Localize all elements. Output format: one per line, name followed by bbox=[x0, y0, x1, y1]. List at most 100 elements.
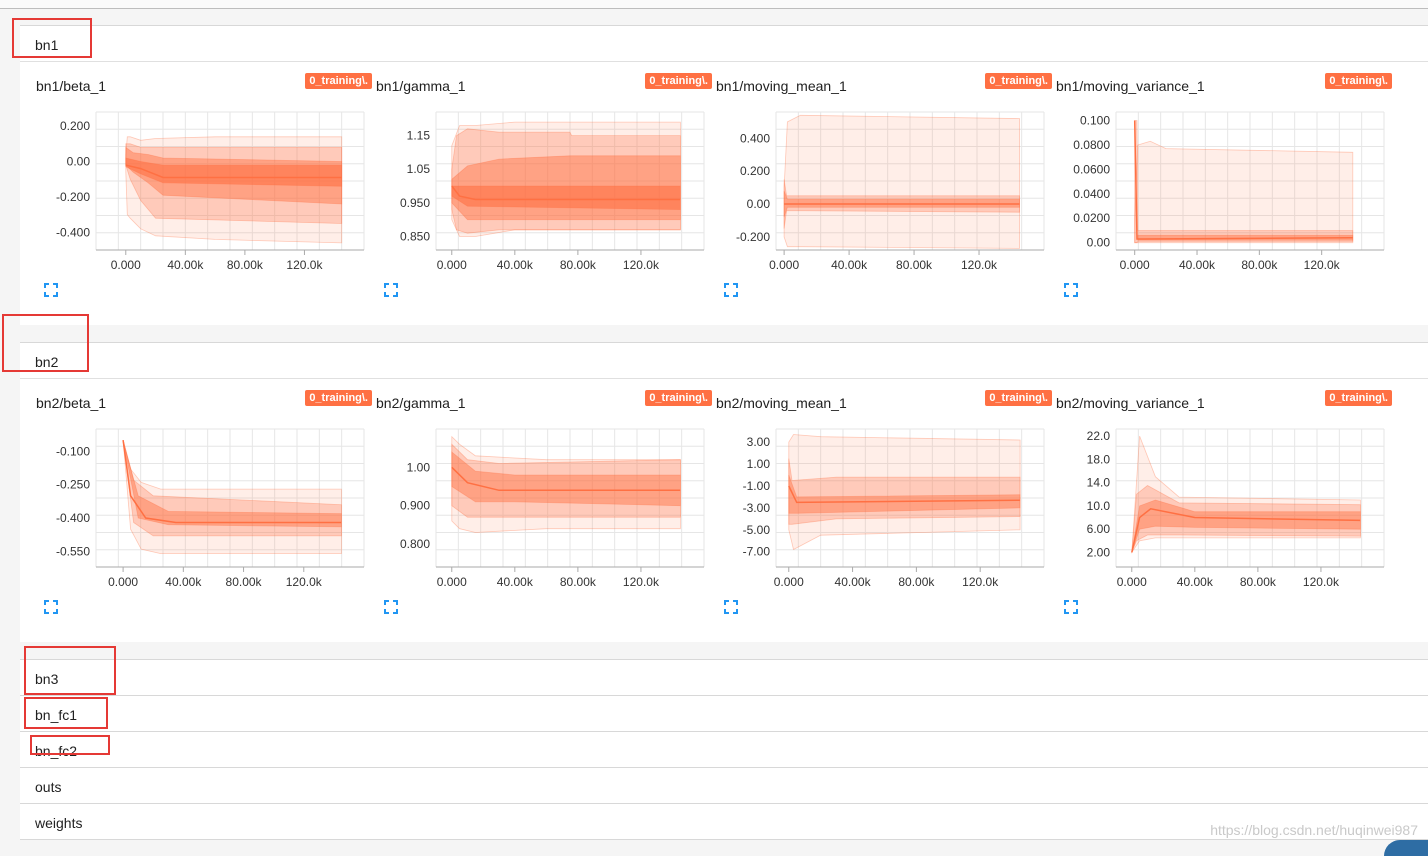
x-tick-label: 40.00k bbox=[1179, 258, 1216, 272]
y-tick-label: 0.00 bbox=[1087, 236, 1111, 250]
x-tick-label: 80.00k bbox=[896, 258, 933, 272]
distribution-band bbox=[451, 451, 681, 507]
y-tick-label: -1.00 bbox=[743, 479, 771, 493]
section-header-bn-fc2[interactable]: bn_fc2 bbox=[20, 732, 1428, 768]
chart-svg: 1.00 0.900 0.800 0.000 40.00k 80.00k 120.0k bbox=[400, 428, 705, 589]
y-tick-label: 14.0 bbox=[1087, 476, 1111, 490]
distribution-chart[interactable]: 1.00 0.900 0.800 0.000 40.00k 80.00k 120.0k bbox=[376, 421, 712, 604]
expand-icon[interactable] bbox=[724, 600, 738, 614]
distribution-chart[interactable]: 0.200 0.00 -0.200 -0.400 0.000 40.00k 80.00k 12… bbox=[36, 104, 372, 287]
distribution-band bbox=[788, 434, 1021, 551]
expand-icon[interactable] bbox=[44, 600, 58, 614]
section-header-bn1[interactable]: bn1 bbox=[20, 26, 1428, 62]
x-tick-label: 40.00k bbox=[1177, 575, 1214, 589]
distribution-band bbox=[122, 439, 342, 528]
distribution-band bbox=[1134, 140, 1354, 244]
x-tick-label: 80.00k bbox=[1241, 258, 1278, 272]
median-line bbox=[125, 164, 342, 179]
chart-card: bn1/gamma_1 0_training\. 1.15 1.05 0.950 0.… bbox=[376, 64, 712, 304]
y-tick-label: 0.950 bbox=[400, 196, 430, 210]
distribution-chart[interactable]: 1.15 1.05 0.950 0.850 0.000 40.00k 80.00k 120.0… bbox=[376, 104, 712, 287]
distribution-band bbox=[1134, 120, 1354, 244]
run-tag: 0_training\. bbox=[645, 390, 712, 406]
y-tick-label: 0.100 bbox=[1080, 114, 1110, 128]
expand-icon[interactable] bbox=[384, 600, 398, 614]
distribution-chart[interactable]: 0.400 0.200 0.00 -0.200 0.000 40.00k 80.00k 120… bbox=[716, 104, 1052, 287]
y-tick-label: 3.00 bbox=[747, 435, 771, 449]
section-title: bn_fc1 bbox=[35, 707, 78, 723]
x-tick-label: 40.00k bbox=[497, 258, 534, 272]
chart-title: bn2/beta_1 bbox=[36, 395, 107, 411]
x-tick-label: 120.0k bbox=[286, 575, 323, 589]
run-tag: 0_training\. bbox=[305, 390, 372, 406]
distribution-band bbox=[788, 474, 1021, 514]
distribution-band bbox=[125, 157, 343, 187]
chart-title: bn2/moving_variance_1 bbox=[1056, 395, 1205, 411]
x-tick-label: 40.00k bbox=[835, 575, 872, 589]
section-header-bn3[interactable]: bn3 bbox=[20, 660, 1428, 696]
chart-card: bn2/gamma_1 0_training\. 1.00 0.900 0.800 0… bbox=[376, 381, 712, 621]
chart-card: bn2/moving_mean_1 0_training\. 3.00 1.00 -… bbox=[716, 381, 1052, 621]
y-tick-label: -0.200 bbox=[56, 190, 90, 204]
distribution-band bbox=[788, 458, 1021, 525]
x-tick-label: 80.00k bbox=[226, 575, 263, 589]
chart-card: bn2/moving_variance_1 0_training\. 22.0 1… bbox=[1056, 381, 1392, 621]
expand-icon[interactable] bbox=[724, 283, 738, 297]
distribution-chart[interactable]: -0.100 -0.250 -0.400 -0.550 0.000 40.00k 80.00… bbox=[36, 421, 372, 604]
y-tick-label: 0.00 bbox=[67, 155, 91, 169]
chart-svg: 0.200 0.00 -0.200 -0.400 0.000 40.00k 80.00k 12… bbox=[56, 111, 365, 272]
y-tick-label: -0.200 bbox=[736, 230, 770, 244]
y-tick-label: 0.0600 bbox=[1073, 162, 1110, 176]
chart-svg: 22.0 18.0 14.0 10.0 6.00 2.00 0.000 40.00k 80.00… bbox=[1087, 428, 1385, 589]
chart-card: bn2/beta_1 0_training\. -0.100 -0.250 -0.4… bbox=[36, 381, 372, 621]
y-tick-label: 0.900 bbox=[400, 499, 430, 513]
section-header-weights[interactable]: weights bbox=[20, 804, 1428, 840]
chart-svg: 1.15 1.05 0.950 0.850 0.000 40.00k 80.00k 120.0… bbox=[400, 111, 705, 272]
x-tick-label: 0.000 bbox=[1117, 575, 1147, 589]
expand-icon[interactable] bbox=[44, 283, 58, 297]
y-tick-label: 0.800 bbox=[400, 537, 430, 551]
distribution-band bbox=[451, 435, 681, 533]
distribution-chart[interactable]: 22.0 18.0 14.0 10.0 6.00 2.00 0.000 40.00k 80.00… bbox=[1056, 421, 1392, 604]
distribution-band bbox=[122, 439, 342, 555]
median-line bbox=[122, 439, 342, 524]
x-tick-label: 80.00k bbox=[560, 575, 597, 589]
chart-card: bn1/moving_mean_1 0_training\. 0.400 0.20… bbox=[716, 64, 1052, 304]
y-tick-label: 0.00 bbox=[747, 197, 771, 211]
x-tick-label: 120.0k bbox=[286, 258, 323, 272]
median-line bbox=[1131, 507, 1361, 553]
distribution-band bbox=[451, 443, 681, 518]
x-tick-label: 40.00k bbox=[497, 575, 534, 589]
expand-icon[interactable] bbox=[1064, 600, 1078, 614]
chart-title: bn2/gamma_1 bbox=[376, 395, 466, 411]
median-line bbox=[451, 185, 681, 201]
x-tick-label: 120.0k bbox=[961, 258, 998, 272]
chart-title: bn1/moving_mean_1 bbox=[716, 78, 847, 94]
section-bn1: bn1 bn1/beta_1 0_training\. 0.200 0.00 -0.… bbox=[20, 25, 1428, 325]
y-tick-label: -0.250 bbox=[56, 478, 90, 492]
chart-title: bn2/moving_mean_1 bbox=[716, 395, 847, 411]
y-tick-label: 2.00 bbox=[1087, 545, 1111, 559]
top-toolbar bbox=[0, 0, 1428, 9]
x-tick-label: 40.00k bbox=[831, 258, 868, 272]
distribution-band bbox=[122, 439, 342, 537]
chart-card: bn1/moving_variance_1 0_training\. 0.100… bbox=[1056, 64, 1392, 304]
section-header-outs[interactable]: outs bbox=[20, 768, 1428, 804]
x-tick-label: 80.00k bbox=[560, 258, 597, 272]
section-header-bn-fc1[interactable]: bn_fc1 bbox=[20, 696, 1428, 732]
section-title: weights bbox=[35, 815, 83, 831]
section-bn3: bn3 bbox=[20, 659, 1428, 696]
expand-icon[interactable] bbox=[384, 283, 398, 297]
x-tick-label: 0.000 bbox=[108, 575, 138, 589]
y-tick-label: 1.00 bbox=[747, 457, 771, 471]
section-header-bn2[interactable]: bn2 bbox=[20, 343, 1428, 379]
section-title: bn_fc2 bbox=[35, 743, 78, 759]
chart-svg: 0.100 0.0800 0.0600 0.0400 0.0200 0.00 0.000 40… bbox=[1073, 111, 1385, 272]
expand-icon[interactable] bbox=[1064, 283, 1078, 297]
distribution-chart[interactable]: 0.100 0.0800 0.0600 0.0400 0.0200 0.00 0.000 40… bbox=[1056, 104, 1392, 287]
distribution-chart[interactable]: 3.00 1.00 -1.00 -3.00 -5.00 -7.00 0.000 40.00k 8… bbox=[716, 421, 1052, 604]
x-tick-label: 0.000 bbox=[1120, 258, 1150, 272]
x-tick-label: 80.00k bbox=[898, 575, 935, 589]
x-tick-label: 120.0k bbox=[962, 575, 999, 589]
section-title: bn1 bbox=[35, 37, 59, 53]
